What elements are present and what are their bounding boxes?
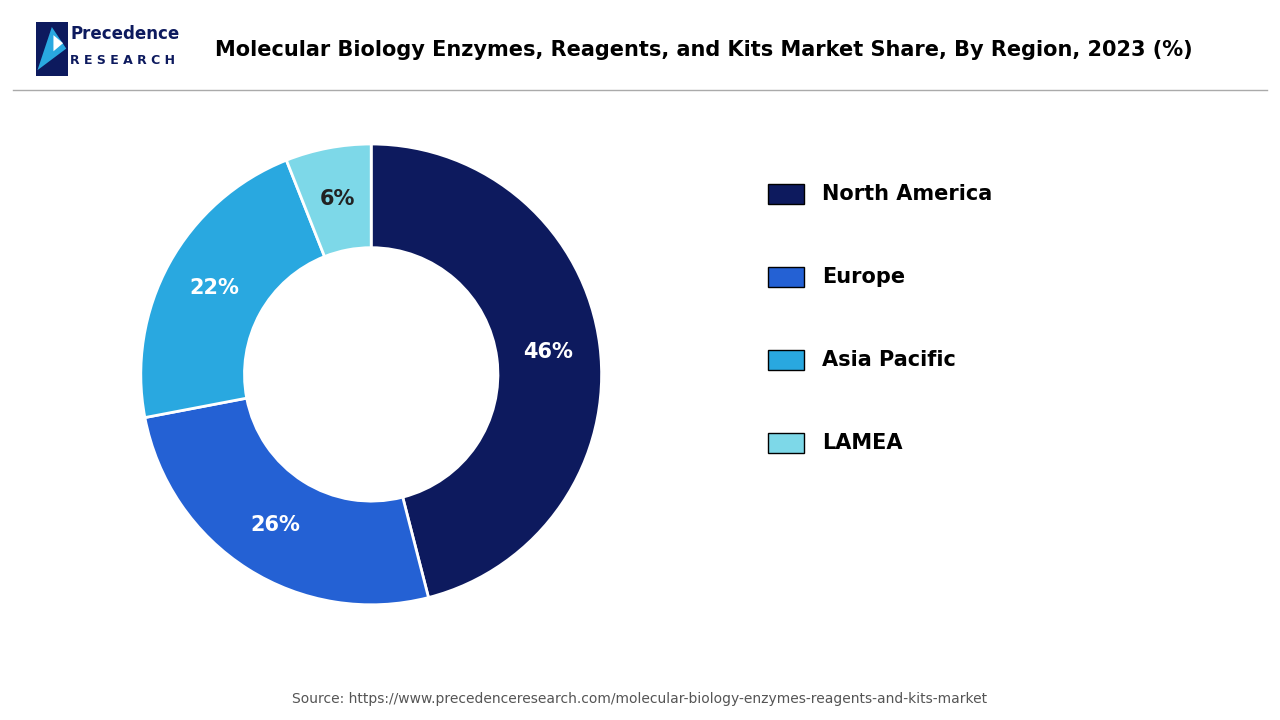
- Text: LAMEA: LAMEA: [822, 433, 902, 453]
- Text: 46%: 46%: [524, 342, 573, 362]
- Text: 22%: 22%: [189, 279, 239, 298]
- Text: Asia Pacific: Asia Pacific: [822, 350, 956, 370]
- Wedge shape: [287, 144, 371, 256]
- Text: 6%: 6%: [320, 189, 356, 209]
- Wedge shape: [145, 398, 429, 605]
- Wedge shape: [141, 160, 325, 418]
- Polygon shape: [54, 35, 63, 51]
- Text: Molecular Biology Enzymes, Reagents, and Kits Market Share, By Region, 2023 (%): Molecular Biology Enzymes, Reagents, and…: [215, 40, 1193, 60]
- Wedge shape: [371, 144, 602, 598]
- Text: Source: https://www.precedenceresearch.com/molecular-biology-enzymes-reagents-an: Source: https://www.precedenceresearch.c…: [292, 692, 988, 706]
- Text: R E S E A R C H: R E S E A R C H: [70, 54, 175, 67]
- Text: 26%: 26%: [251, 516, 301, 535]
- Text: North America: North America: [822, 184, 992, 204]
- Text: Precedence: Precedence: [70, 25, 179, 43]
- Polygon shape: [37, 27, 67, 71]
- Text: Europe: Europe: [822, 267, 905, 287]
